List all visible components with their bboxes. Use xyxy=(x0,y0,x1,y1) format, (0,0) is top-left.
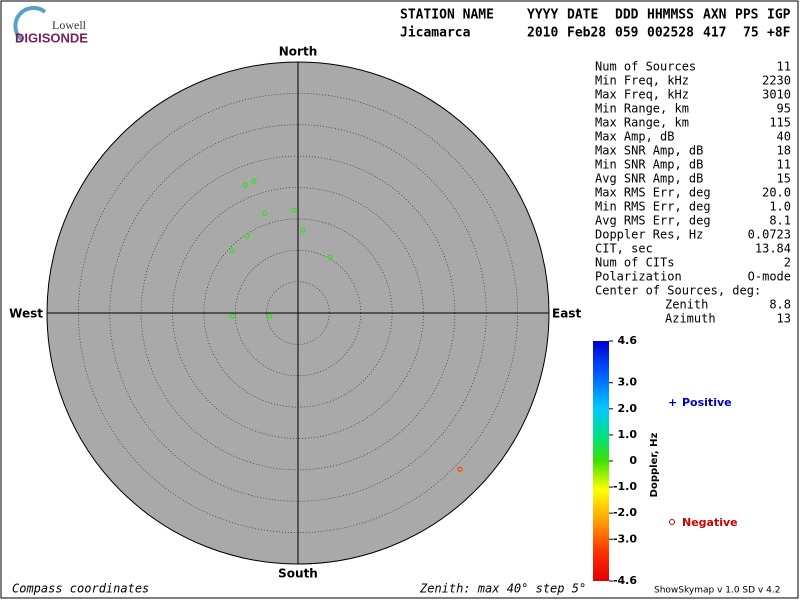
stat-label: Zenith xyxy=(665,298,708,312)
compass-label: North xyxy=(279,45,317,59)
header-value: Jicamarca xyxy=(400,26,471,41)
compass-label: West xyxy=(9,307,43,321)
header-column: HHMMSS xyxy=(647,8,694,23)
logo-text: DIGISONDE xyxy=(15,30,88,45)
stat-value: 20.0 xyxy=(762,186,791,200)
stat-value: 0.0723 xyxy=(748,228,791,242)
header-column: AXN xyxy=(703,8,727,23)
source xyxy=(229,248,235,254)
footer-left: Compass coordinates xyxy=(12,582,149,596)
stat-label: Avg SNR Amp, dB xyxy=(595,172,703,186)
colorbar-tick-label: -4.6 xyxy=(613,574,637,587)
stat-label: Min SNR Amp, dB xyxy=(595,158,703,172)
stat-label: Num of Sources xyxy=(595,60,696,74)
source xyxy=(300,227,306,233)
stat-label: CIT, sec xyxy=(595,242,653,256)
colorbar-tick-label: -1.0 xyxy=(613,480,637,493)
stat-value: 15 xyxy=(777,172,791,186)
stat-value: 2 xyxy=(784,256,791,270)
stat-label: Max SNR Amp, dB xyxy=(595,144,703,158)
stat-label: Max RMS Err, deg xyxy=(595,186,711,200)
legend-marker xyxy=(669,519,675,525)
footer-middle: Zenith: max 40° step 5° xyxy=(419,582,586,596)
source xyxy=(242,182,248,188)
stat-value: 8.8 xyxy=(769,298,791,312)
stat-label: Max Range, km xyxy=(595,116,689,130)
source xyxy=(457,466,463,472)
source xyxy=(291,207,297,213)
header-value: 059 xyxy=(615,26,638,41)
stat-label: Polarization xyxy=(595,270,682,284)
colorbar-tick-label: 2.0 xyxy=(618,402,638,415)
stat-value: 115 xyxy=(769,116,791,130)
stat-value: 18 xyxy=(777,144,791,158)
header-column: IGP xyxy=(767,8,791,23)
colorbar-tick-label: -2.0 xyxy=(613,506,637,519)
stat-label: Num of CITs xyxy=(595,256,674,270)
colorbar xyxy=(593,341,609,581)
header-column: STATION NAME xyxy=(400,8,494,23)
header-value: 2010 xyxy=(527,26,558,41)
header-column: DDD xyxy=(615,8,639,23)
colorbar-label: Doppler, Hz xyxy=(649,433,660,498)
logo-swoosh xyxy=(13,5,47,42)
source xyxy=(327,254,333,260)
stat-label: Max Amp, dB xyxy=(595,130,674,144)
stat-label: Min Range, km xyxy=(595,102,689,116)
stat-value: 2230 xyxy=(762,74,791,88)
header-value: Feb28 xyxy=(567,26,606,41)
legend-negative: Negative xyxy=(682,516,738,529)
header-value: 417 xyxy=(703,26,726,41)
stat-value: 1.0 xyxy=(769,200,791,214)
stat-label: Avg RMS Err, deg xyxy=(595,214,711,228)
header-column: PPS xyxy=(735,8,759,23)
stat-value: 13.84 xyxy=(755,242,791,256)
stat-value: 11 xyxy=(777,158,791,172)
source xyxy=(262,210,268,216)
legend-positive: Positive xyxy=(682,396,732,409)
stat-label: Min Freq, kHz xyxy=(595,74,689,88)
colorbar-tick-label: 0 xyxy=(629,454,637,467)
stat-label: Doppler Res, Hz xyxy=(595,228,703,242)
colorbar-tick-label: 3.0 xyxy=(618,376,638,389)
stat-value: 3010 xyxy=(762,88,791,102)
header-value: 002528 xyxy=(647,26,694,41)
stat-value: 11 xyxy=(777,60,791,74)
stat-label: Azimuth xyxy=(665,312,716,326)
legend-marker: + xyxy=(668,396,677,409)
stat-label: Min RMS Err, deg xyxy=(595,200,711,214)
colorbar-tick-label: 4.6 xyxy=(618,334,638,347)
source xyxy=(267,313,273,319)
header-column: YYYY xyxy=(527,8,558,23)
stat-value: 13 xyxy=(777,312,791,326)
compass-label: East xyxy=(552,307,581,321)
footer-right: ShowSkymap v 1.0 SD v 4.2 xyxy=(654,586,780,596)
header-value: 75 xyxy=(743,26,759,41)
stat-value: 40 xyxy=(777,130,791,144)
source xyxy=(251,178,257,184)
colorbar-tick-label: 1.0 xyxy=(618,428,638,441)
header-value: +8F xyxy=(767,26,791,41)
source xyxy=(229,313,235,319)
stat-value: O-mode xyxy=(748,270,791,284)
compass-label: South xyxy=(278,567,318,581)
stat-label: Max Freq, kHz xyxy=(595,88,689,102)
stat-value: 8.1 xyxy=(769,214,791,228)
source xyxy=(244,233,250,239)
header-column: DATE xyxy=(567,8,598,23)
colorbar-tick-label: -3.0 xyxy=(613,532,637,545)
center-title: Center of Sources, deg: xyxy=(595,284,761,298)
logo-text: Lowell xyxy=(52,18,87,32)
stat-value: 95 xyxy=(777,102,791,116)
